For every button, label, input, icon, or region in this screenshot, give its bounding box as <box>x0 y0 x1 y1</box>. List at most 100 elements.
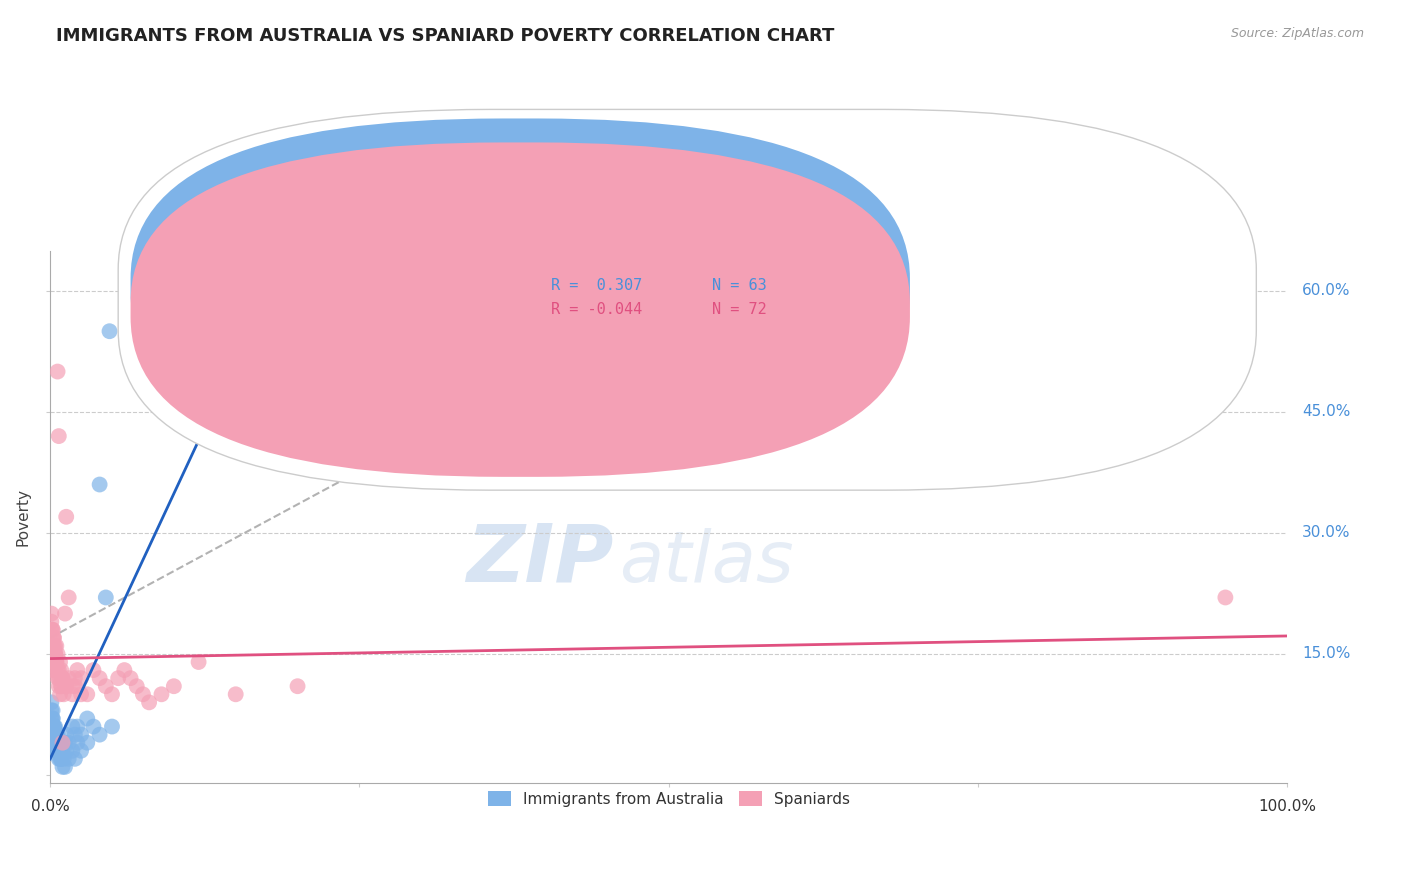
Point <box>225 687 247 701</box>
Point <box>89 728 111 742</box>
Point <box>163 679 186 693</box>
Point <box>48 736 70 750</box>
Point <box>66 720 89 734</box>
Point <box>60 720 83 734</box>
Text: 45.0%: 45.0% <box>1302 404 1351 419</box>
Point <box>52 687 75 701</box>
Point <box>51 752 73 766</box>
Point <box>45 655 67 669</box>
Point <box>58 736 80 750</box>
Point <box>41 631 63 645</box>
Point <box>44 736 66 750</box>
Point <box>44 728 66 742</box>
Point <box>41 639 63 653</box>
Point <box>45 744 67 758</box>
Point <box>48 429 70 443</box>
Point <box>58 671 80 685</box>
Point <box>51 736 73 750</box>
Point <box>45 655 67 669</box>
Point <box>48 679 70 693</box>
Point <box>41 615 63 629</box>
Point <box>49 752 72 766</box>
Point <box>44 728 66 742</box>
Point <box>63 728 86 742</box>
Point <box>46 365 69 379</box>
Point <box>132 687 155 701</box>
Point <box>53 736 76 750</box>
Point <box>58 591 80 605</box>
Point <box>48 752 70 766</box>
Point <box>49 744 72 758</box>
Point <box>94 679 117 693</box>
Y-axis label: Poverty: Poverty <box>15 488 30 546</box>
Point <box>49 744 72 758</box>
Point <box>41 607 63 621</box>
Point <box>55 509 77 524</box>
Point <box>42 655 65 669</box>
Point <box>120 671 142 685</box>
Text: atlas: atlas <box>619 527 794 597</box>
Text: N = 72: N = 72 <box>711 302 766 318</box>
Point <box>49 671 72 685</box>
Point <box>125 679 148 693</box>
Point <box>51 679 73 693</box>
Point <box>51 760 73 774</box>
Text: 0.0%: 0.0% <box>31 799 69 814</box>
Point <box>44 720 66 734</box>
Point <box>51 663 73 677</box>
Point <box>51 752 73 766</box>
Point <box>138 695 160 709</box>
Point <box>46 744 69 758</box>
Point <box>76 687 98 701</box>
Point <box>82 720 104 734</box>
Point <box>45 736 67 750</box>
Point <box>63 679 86 693</box>
Text: 15.0%: 15.0% <box>1302 647 1351 662</box>
FancyBboxPatch shape <box>118 110 1257 491</box>
Point <box>63 671 86 685</box>
Point <box>41 639 63 653</box>
Point <box>41 720 63 734</box>
Point <box>45 655 67 669</box>
Point <box>51 671 73 685</box>
Point <box>55 679 77 693</box>
Point <box>112 663 135 677</box>
Point <box>42 720 65 734</box>
Point <box>42 639 65 653</box>
Point <box>41 623 63 637</box>
Point <box>51 671 73 685</box>
Point <box>1215 591 1237 605</box>
Point <box>51 744 73 758</box>
Point <box>45 639 67 653</box>
Point <box>44 663 66 677</box>
Point <box>101 720 124 734</box>
Point <box>41 728 63 742</box>
Text: R = -0.044: R = -0.044 <box>551 302 643 318</box>
Point <box>70 687 93 701</box>
Point <box>41 711 63 725</box>
Point <box>42 720 65 734</box>
Text: IMMIGRANTS FROM AUSTRALIA VS SPANIARD POVERTY CORRELATION CHART: IMMIGRANTS FROM AUSTRALIA VS SPANIARD PO… <box>56 27 835 45</box>
Point <box>53 760 76 774</box>
Point <box>53 679 76 693</box>
Point <box>51 679 73 693</box>
Point <box>46 736 69 750</box>
Point <box>44 639 66 653</box>
Point <box>101 687 124 701</box>
Point <box>41 736 63 750</box>
Text: Source: ZipAtlas.com: Source: ZipAtlas.com <box>1230 27 1364 40</box>
Point <box>42 736 65 750</box>
Point <box>66 663 89 677</box>
Point <box>49 687 72 701</box>
Point <box>46 663 69 677</box>
Text: ZIP: ZIP <box>465 520 613 599</box>
Point <box>42 647 65 661</box>
Point <box>44 728 66 742</box>
Point <box>287 679 309 693</box>
Point <box>76 711 98 725</box>
Point <box>150 687 173 701</box>
Point <box>58 752 80 766</box>
Point <box>42 631 65 645</box>
Point <box>41 623 63 637</box>
Point <box>46 728 69 742</box>
